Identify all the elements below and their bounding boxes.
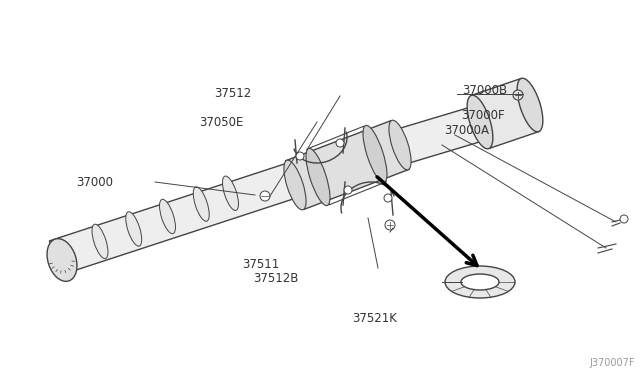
- Ellipse shape: [461, 274, 499, 290]
- Polygon shape: [285, 121, 409, 209]
- Circle shape: [344, 186, 352, 194]
- Circle shape: [513, 90, 523, 100]
- Text: 37000F: 37000F: [461, 109, 504, 122]
- Ellipse shape: [126, 212, 141, 246]
- Ellipse shape: [306, 148, 330, 206]
- Text: 37000: 37000: [76, 176, 113, 189]
- Text: 37512: 37512: [214, 87, 252, 99]
- Circle shape: [620, 215, 628, 223]
- Ellipse shape: [92, 224, 108, 259]
- Text: J370007F: J370007F: [589, 358, 635, 368]
- Text: 37000A: 37000A: [444, 124, 489, 137]
- Ellipse shape: [223, 176, 239, 211]
- Polygon shape: [325, 91, 535, 185]
- Circle shape: [384, 194, 392, 202]
- Text: 37000B: 37000B: [462, 83, 507, 96]
- Ellipse shape: [47, 238, 77, 281]
- Ellipse shape: [389, 120, 411, 170]
- Ellipse shape: [467, 95, 493, 149]
- Ellipse shape: [445, 266, 515, 298]
- Circle shape: [385, 220, 395, 230]
- Text: 37050E: 37050E: [199, 115, 243, 128]
- Ellipse shape: [159, 199, 175, 234]
- Text: 37511: 37511: [242, 259, 279, 272]
- Ellipse shape: [284, 160, 306, 210]
- Ellipse shape: [517, 78, 543, 132]
- Circle shape: [296, 152, 304, 160]
- Polygon shape: [49, 151, 335, 275]
- Circle shape: [260, 191, 270, 201]
- Polygon shape: [471, 78, 539, 148]
- Text: 37521K: 37521K: [352, 311, 397, 324]
- Text: 37512B: 37512B: [253, 272, 298, 285]
- Circle shape: [336, 139, 344, 147]
- Ellipse shape: [193, 187, 209, 221]
- Ellipse shape: [363, 125, 387, 183]
